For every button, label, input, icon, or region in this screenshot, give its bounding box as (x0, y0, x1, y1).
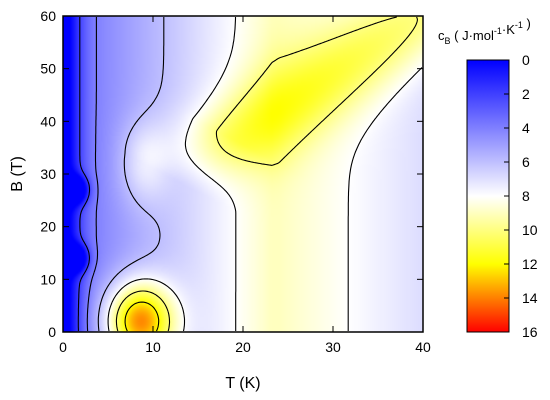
colorbar-tick-label: 8 (522, 188, 530, 204)
x-tick-label: 10 (145, 339, 161, 355)
colorbar-tick-label: 6 (522, 154, 530, 170)
contour-line (107, 17, 423, 332)
y-tick-label: 50 (40, 61, 56, 77)
colorbar-tick-label: 14 (522, 290, 538, 306)
colorbar-tick-label: 0 (522, 52, 530, 68)
heatmap-image (63, 16, 423, 332)
contour-line (77, 17, 91, 331)
y-tick-label: 20 (40, 219, 56, 235)
colorbar-tick-label: 10 (522, 222, 538, 238)
x-tick-label: 20 (235, 339, 251, 355)
colorbar-title: cB ( J·mol-1·K-1 ) (438, 16, 531, 46)
x-tick-label: 0 (59, 339, 67, 355)
y-tick-label: 40 (40, 113, 56, 129)
contour-line (124, 301, 160, 332)
colorbar-tick-label: 16 (522, 324, 538, 340)
y-axis-label: B (T) (9, 156, 26, 192)
colorbar-tick-label: 4 (522, 120, 530, 136)
y-tick-label: 10 (40, 271, 56, 287)
y-axis: 0 10 20 30 40 50 60 (40, 8, 423, 340)
x-tick-label: 30 (325, 339, 341, 355)
colorbar: 0 2 4 6 8 10 12 14 16 cB ( J·mol-1·K-1 ) (438, 16, 538, 340)
x-axis: 0 10 20 30 40 (59, 16, 431, 355)
x-tick-label: 40 (415, 339, 431, 355)
y-tick-label: 0 (48, 324, 56, 340)
contour-line (115, 16, 418, 332)
colorbar-ticks: 0 2 4 6 8 10 12 14 16 (504, 52, 538, 340)
colorbar-tick-label: 2 (522, 86, 530, 102)
colorbar-subscript: B (445, 36, 451, 46)
plot-area (63, 16, 423, 332)
contour-line (86, 17, 99, 332)
colorbar-symbol: c (438, 28, 445, 43)
colorbar-units: ( J·mol-1·K-1 ) (454, 16, 531, 43)
contour-line (97, 17, 165, 332)
colorbar-scale (466, 59, 510, 333)
contour-lines (77, 16, 423, 332)
colorbar-tick-label: 12 (522, 256, 538, 272)
x-axis-label: T (K) (225, 375, 260, 392)
y-tick-label: 60 (40, 8, 56, 24)
y-tick-label: 30 (40, 166, 56, 182)
